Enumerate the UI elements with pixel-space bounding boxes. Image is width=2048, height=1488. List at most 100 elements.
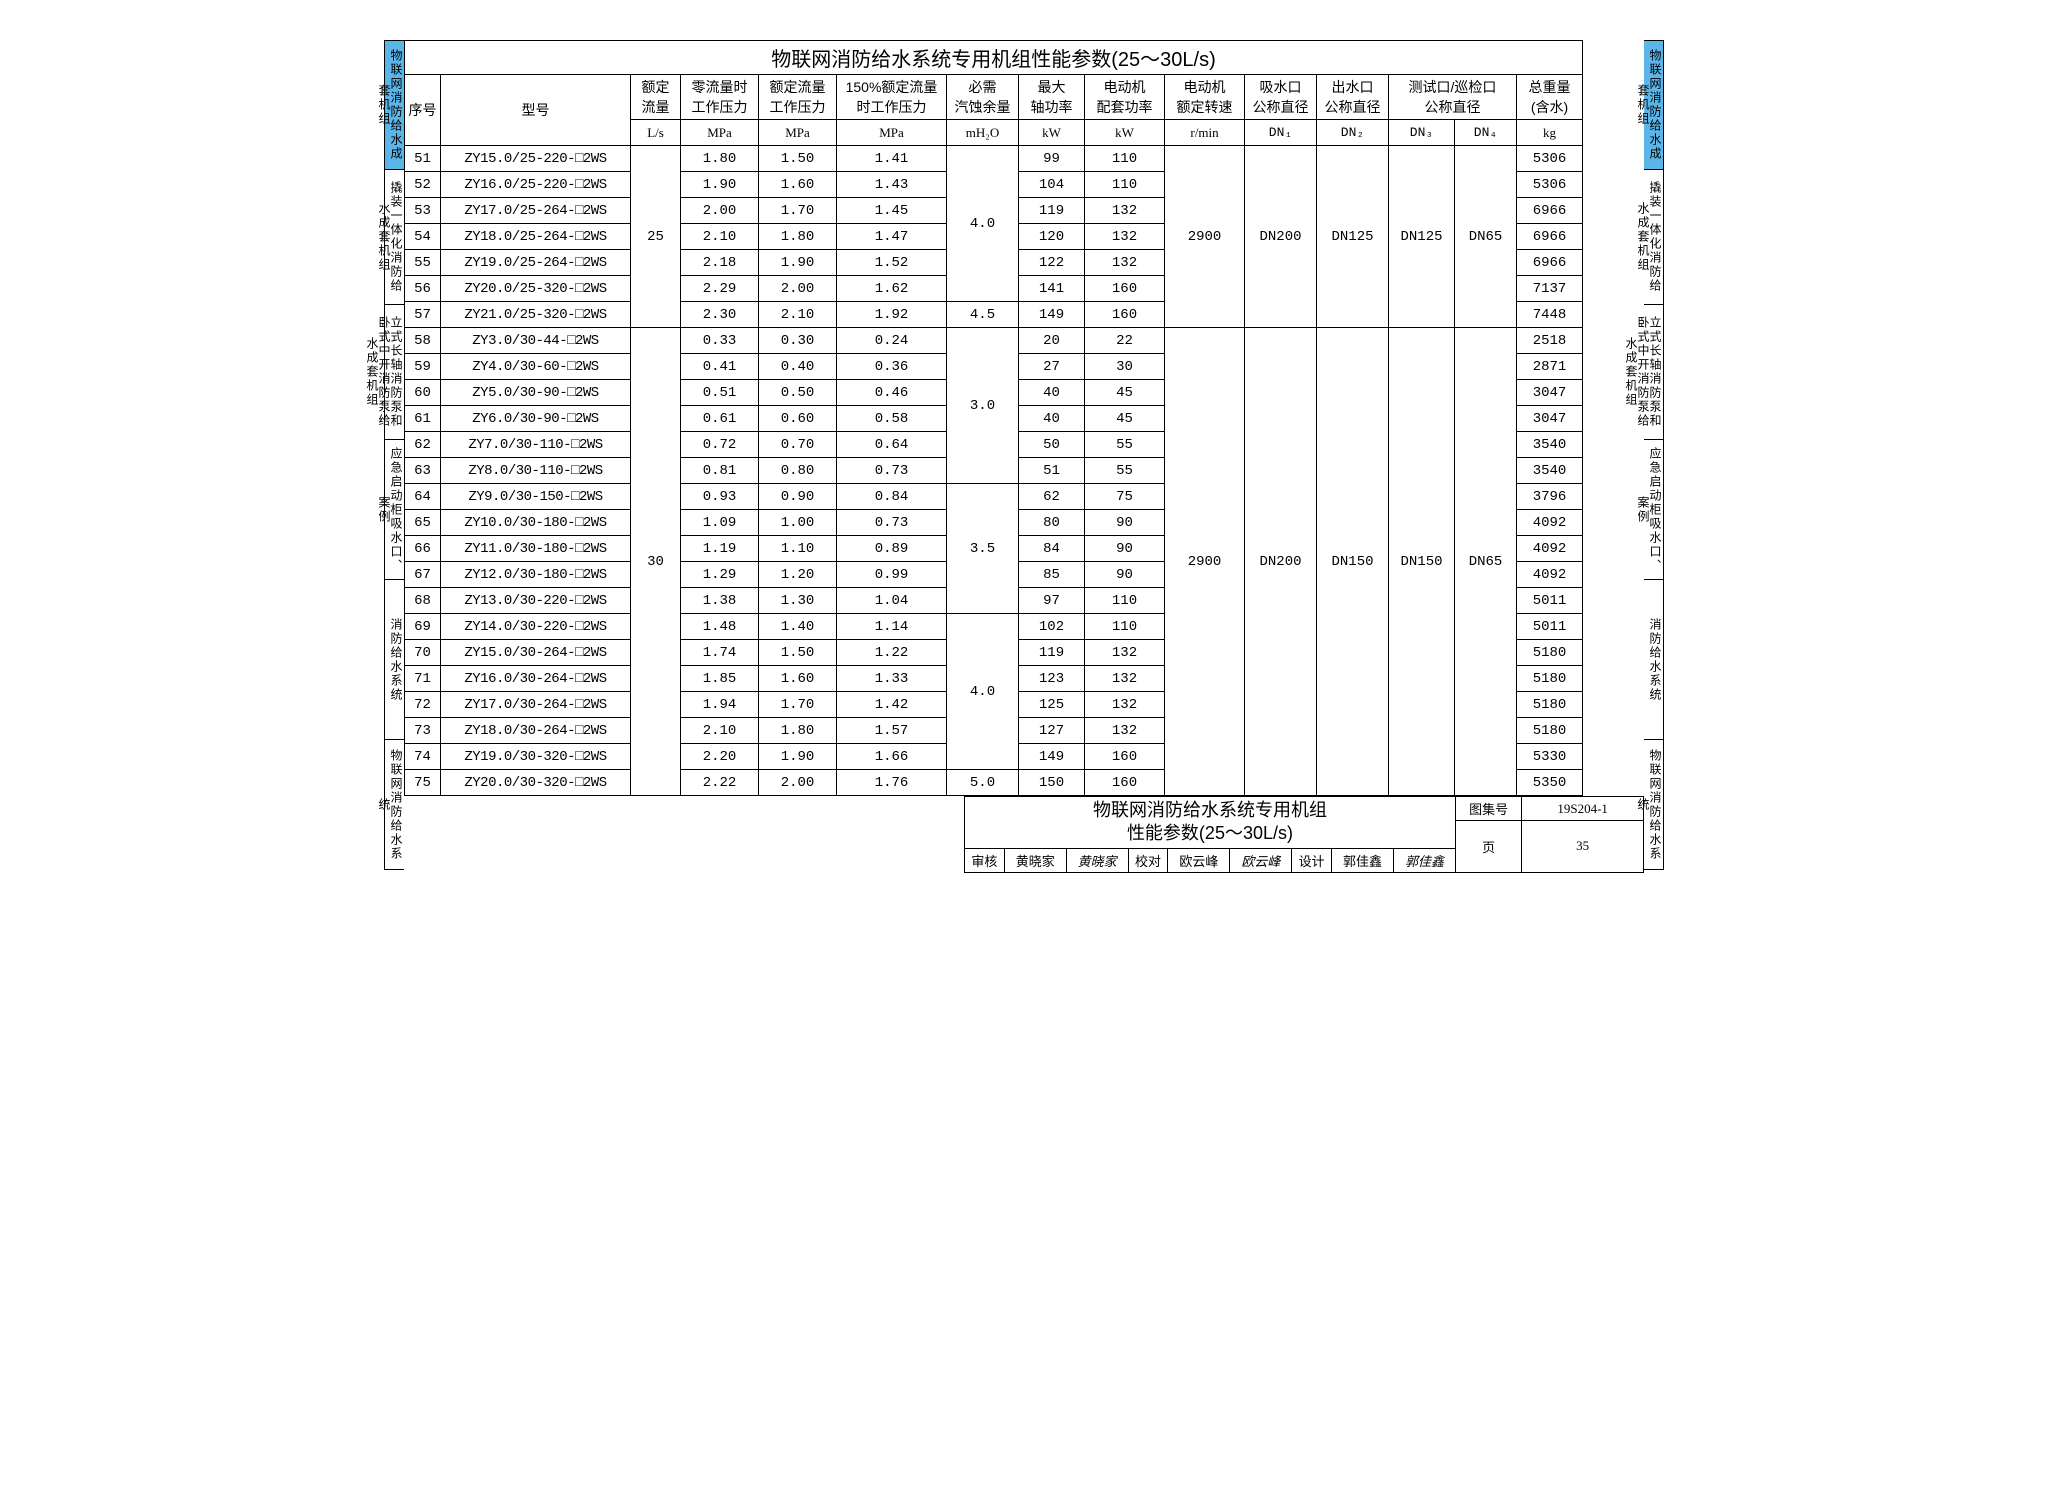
cell: 0.24	[837, 328, 947, 354]
cell: 1.94	[681, 692, 759, 718]
col-speed: 电动机额定转速	[1165, 75, 1245, 120]
cell: 1.10	[759, 536, 837, 562]
cell: 160	[1085, 770, 1165, 796]
cell: 55	[1085, 432, 1165, 458]
cell: 5180	[1517, 718, 1583, 744]
cell: 160	[1085, 302, 1165, 328]
cell: 102	[1019, 614, 1085, 640]
side-tab: 物联网消防给水系统	[384, 740, 404, 870]
col-rated: 额定流量工作压力	[759, 75, 837, 120]
page: 物联网消防给水成套机组撬装一体化消防给水成套机组立式长轴消防泵和卧式中开消防泵给…	[20, 40, 2028, 873]
cell: 1.70	[759, 198, 837, 224]
table-title: 物联网消防给水系统专用机组性能参数(25～30L/s)	[405, 41, 1583, 75]
cell: 123	[1019, 666, 1085, 692]
cell: 5180	[1517, 666, 1583, 692]
cell: DN65	[1455, 146, 1517, 328]
unit-motor: kW	[1085, 120, 1165, 146]
side-tab: 立式长轴消防泵和卧式中开消防泵给水成套机组	[1644, 305, 1664, 440]
cell-model: ZY17.0/25-264-□2WS	[441, 198, 631, 224]
cell: 1.00	[759, 510, 837, 536]
cell: 1.52	[837, 250, 947, 276]
cell: 72	[405, 692, 441, 718]
cell: 20	[1019, 328, 1085, 354]
cell: 71	[405, 666, 441, 692]
cell-model: ZY12.0/30-180-□2WS	[441, 562, 631, 588]
cell: 5350	[1517, 770, 1583, 796]
cell: 1.50	[759, 640, 837, 666]
cell: 30	[1085, 354, 1165, 380]
cell: 0.99	[837, 562, 947, 588]
cell: DN200	[1245, 146, 1317, 328]
cell: 1.80	[681, 146, 759, 172]
cell: 84	[1019, 536, 1085, 562]
cell: 51	[405, 146, 441, 172]
cell: 90	[1085, 510, 1165, 536]
cell: DN150	[1317, 328, 1389, 796]
cell: 7448	[1517, 302, 1583, 328]
unit-dn1: DN₁	[1245, 120, 1317, 146]
cell: 90	[1085, 536, 1165, 562]
cell: 1.43	[837, 172, 947, 198]
cell: 73	[405, 718, 441, 744]
cell: 55	[1085, 458, 1165, 484]
side-tab: 应急启动柜吸水口、案例	[384, 440, 404, 580]
side-tab: 物联网消防给水系统	[1644, 740, 1664, 870]
unit-rated: MPa	[759, 120, 837, 146]
cell: 69	[405, 614, 441, 640]
cell: 51	[1019, 458, 1085, 484]
col-inlet: 吸水口公称直径	[1245, 75, 1317, 120]
cell: 2900	[1165, 328, 1245, 796]
cell: DN125	[1317, 146, 1389, 328]
cell-model: ZY3.0/30-44-□2WS	[441, 328, 631, 354]
cell-model: ZY20.0/30-320-□2WS	[441, 770, 631, 796]
cell: 1.70	[759, 692, 837, 718]
cell: 57	[405, 302, 441, 328]
cell-model: ZY19.0/25-264-□2WS	[441, 250, 631, 276]
cell: 6966	[1517, 250, 1583, 276]
cell: 1.41	[837, 146, 947, 172]
cell: 0.50	[759, 380, 837, 406]
unit-zero: MPa	[681, 120, 759, 146]
cell: 85	[1019, 562, 1085, 588]
cell: 0.58	[837, 406, 947, 432]
cell: 3047	[1517, 380, 1583, 406]
cell-model: ZY19.0/30-320-□2WS	[441, 744, 631, 770]
cell-model: ZY9.0/30-150-□2WS	[441, 484, 631, 510]
cell: 1.90	[759, 744, 837, 770]
cell: 3.5	[947, 484, 1019, 614]
cell: 0.30	[759, 328, 837, 354]
cell: 0.89	[837, 536, 947, 562]
cell: 0.64	[837, 432, 947, 458]
cell: 119	[1019, 198, 1085, 224]
cell: 0.60	[759, 406, 837, 432]
cell: 5011	[1517, 588, 1583, 614]
col-motor: 电动机配套功率	[1085, 75, 1165, 120]
cell: 70	[405, 640, 441, 666]
cell: 62	[1019, 484, 1085, 510]
col-p150: 150%额定流量时工作压力	[837, 75, 947, 120]
cell: 132	[1085, 224, 1165, 250]
cell: DN65	[1455, 328, 1517, 796]
cell: 149	[1019, 302, 1085, 328]
cell: 2.18	[681, 250, 759, 276]
cell: 2.30	[681, 302, 759, 328]
col-npsh: 必需汽蚀余量	[947, 75, 1019, 120]
cell: 56	[405, 276, 441, 302]
unit-npsh: mH₂O	[947, 120, 1019, 146]
cell: DN125	[1389, 146, 1455, 328]
cell: 0.81	[681, 458, 759, 484]
table-row: 58ZY3.0/30-44-□2WS300.330.300.243.020222…	[405, 328, 1583, 354]
cell: 110	[1085, 588, 1165, 614]
page-label: 页	[1455, 821, 1521, 873]
left-tabs: 物联网消防给水成套机组撬装一体化消防给水成套机组立式长轴消防泵和卧式中开消防泵给…	[384, 40, 404, 870]
side-tab: 物联网消防给水成套机组	[1644, 40, 1664, 170]
cell: 1.33	[837, 666, 947, 692]
cell: 132	[1085, 640, 1165, 666]
cell: 1.60	[759, 666, 837, 692]
cell: 75	[1085, 484, 1165, 510]
cell: 7137	[1517, 276, 1583, 302]
cell: 132	[1085, 666, 1165, 692]
unit-p150: MPa	[837, 120, 947, 146]
cell: 2.00	[681, 198, 759, 224]
cell: 6966	[1517, 198, 1583, 224]
